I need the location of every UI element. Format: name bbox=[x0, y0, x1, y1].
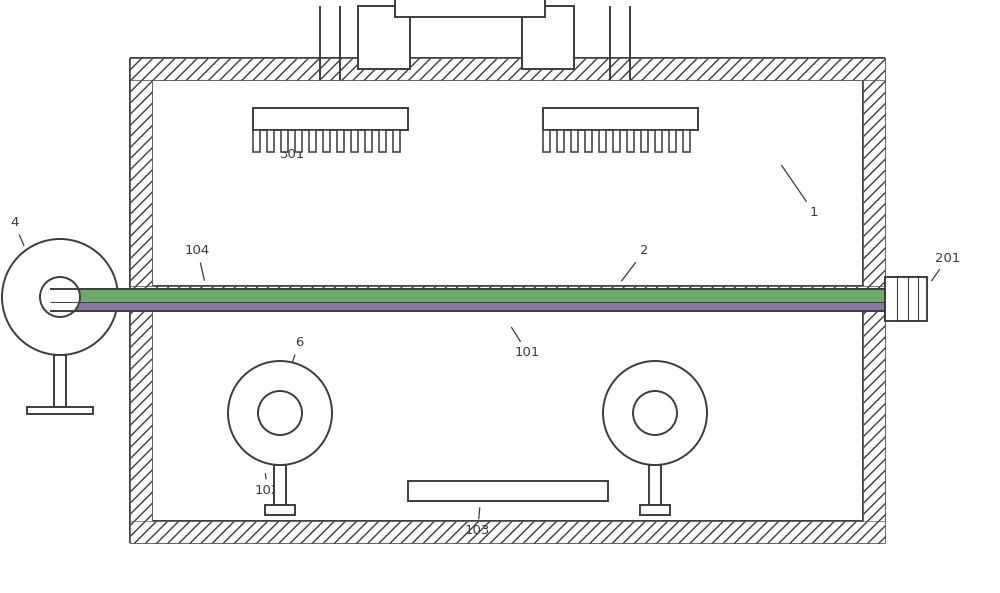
Bar bbox=[130, 80, 152, 286]
Text: 201: 201 bbox=[932, 251, 960, 280]
Bar bbox=[50, 289, 885, 302]
Bar bbox=[627, 130, 634, 152]
Circle shape bbox=[2, 239, 118, 355]
Bar bbox=[281, 130, 288, 152]
Bar bbox=[641, 130, 648, 152]
Bar bbox=[585, 130, 592, 152]
Bar bbox=[252, 108, 408, 130]
Bar bbox=[863, 80, 885, 286]
Bar bbox=[295, 130, 302, 152]
Circle shape bbox=[228, 361, 332, 465]
Bar bbox=[557, 130, 564, 152]
Bar bbox=[522, 6, 574, 69]
Bar bbox=[309, 130, 316, 152]
Bar bbox=[599, 130, 606, 152]
Bar bbox=[130, 308, 152, 543]
Text: 4: 4 bbox=[10, 216, 24, 246]
Bar bbox=[27, 407, 93, 414]
Bar bbox=[863, 308, 885, 543]
Text: 2: 2 bbox=[622, 244, 648, 280]
Bar bbox=[395, 0, 545, 17]
Text: 301: 301 bbox=[280, 136, 305, 161]
Bar bbox=[408, 481, 608, 501]
Bar bbox=[613, 130, 620, 152]
Bar bbox=[274, 465, 286, 505]
Text: 101: 101 bbox=[511, 327, 540, 359]
Bar bbox=[542, 108, 698, 130]
Circle shape bbox=[603, 361, 707, 465]
Circle shape bbox=[40, 277, 80, 317]
Bar bbox=[542, 130, 550, 152]
Bar bbox=[50, 302, 885, 311]
Bar bbox=[655, 130, 662, 152]
Bar bbox=[669, 130, 676, 152]
Bar bbox=[640, 505, 670, 515]
Bar bbox=[393, 130, 400, 152]
Bar bbox=[337, 130, 344, 152]
Text: 103: 103 bbox=[465, 508, 490, 537]
Text: 104: 104 bbox=[185, 244, 210, 280]
Bar bbox=[265, 505, 295, 515]
Text: 102: 102 bbox=[255, 474, 280, 498]
Circle shape bbox=[258, 391, 302, 435]
Bar bbox=[54, 355, 66, 407]
Bar bbox=[683, 130, 690, 152]
Bar bbox=[885, 277, 927, 321]
Bar bbox=[358, 6, 410, 69]
Bar bbox=[130, 286, 885, 308]
Bar bbox=[351, 130, 358, 152]
Text: 6: 6 bbox=[291, 336, 303, 366]
Bar bbox=[130, 58, 885, 80]
Text: 3: 3 bbox=[0, 592, 1, 593]
Bar bbox=[252, 130, 260, 152]
Circle shape bbox=[633, 391, 677, 435]
Bar bbox=[649, 465, 661, 505]
Bar bbox=[267, 130, 274, 152]
Bar bbox=[323, 130, 330, 152]
Bar bbox=[571, 130, 578, 152]
Bar bbox=[365, 130, 372, 152]
Bar bbox=[130, 521, 885, 543]
Text: 1: 1 bbox=[782, 165, 818, 219]
Bar bbox=[379, 130, 386, 152]
